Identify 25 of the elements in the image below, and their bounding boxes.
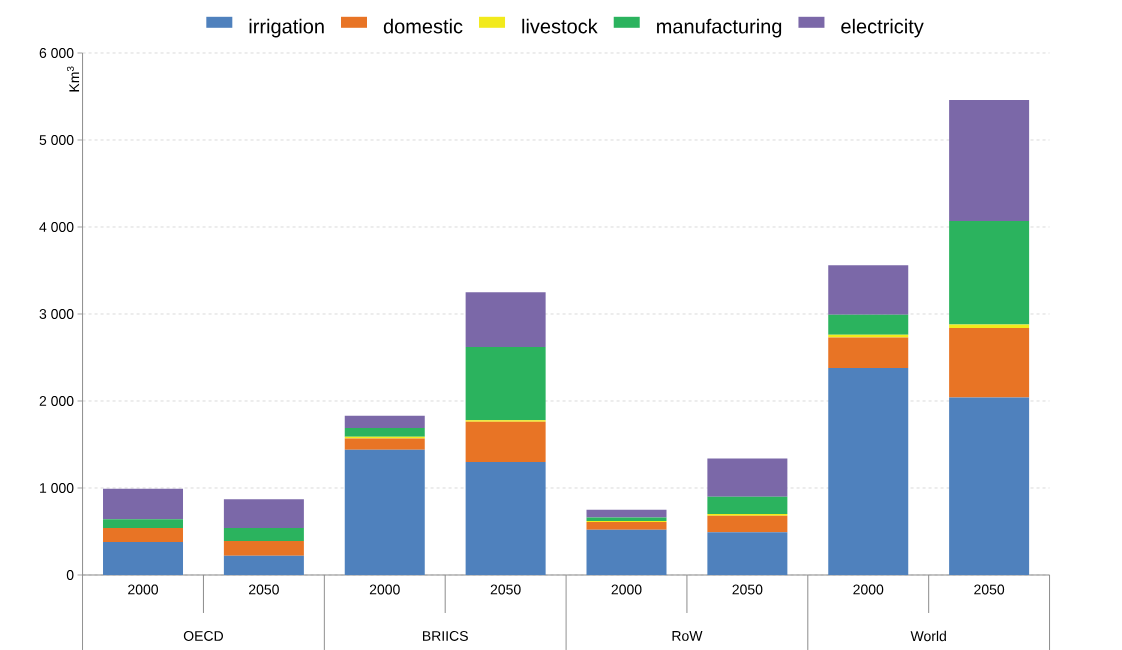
text: World	[910, 630, 946, 641]
x-tick-label: 2050	[249, 584, 279, 595]
x-tick-label: 2050	[490, 584, 521, 595]
x-tick-label: 2000	[611, 584, 642, 595]
text: RoW	[672, 630, 703, 641]
x-tick-label: 2000	[128, 584, 159, 595]
y-tick-label: 6 000	[39, 47, 74, 58]
y-tick-label: 2 000	[39, 395, 74, 406]
y-tick-label: 1 000	[40, 482, 74, 493]
x-tick-label: 2000	[853, 584, 884, 595]
y-tick-label: 4 000	[39, 221, 74, 232]
legend-label: electricity	[841, 18, 924, 38]
x-tick-label: 2050	[732, 584, 763, 595]
x-tick-label: 2000	[369, 584, 400, 595]
legend-label: domestic	[383, 18, 463, 34]
x-tick-label: 2050	[974, 584, 1005, 595]
text: BRIICS	[423, 630, 468, 641]
legend-label: irrigation	[249, 18, 324, 38]
legend-label: livestock	[522, 18, 598, 34]
legend-label: manufacturing	[657, 18, 782, 38]
y-tick-label: 5 000	[39, 134, 74, 145]
y-tick-label: 0	[66, 569, 74, 580]
y-tick-label: 3 000	[39, 308, 74, 319]
y-axis-title: Km$^{3}$	[66, 66, 80, 92]
text: OECD	[183, 630, 223, 641]
